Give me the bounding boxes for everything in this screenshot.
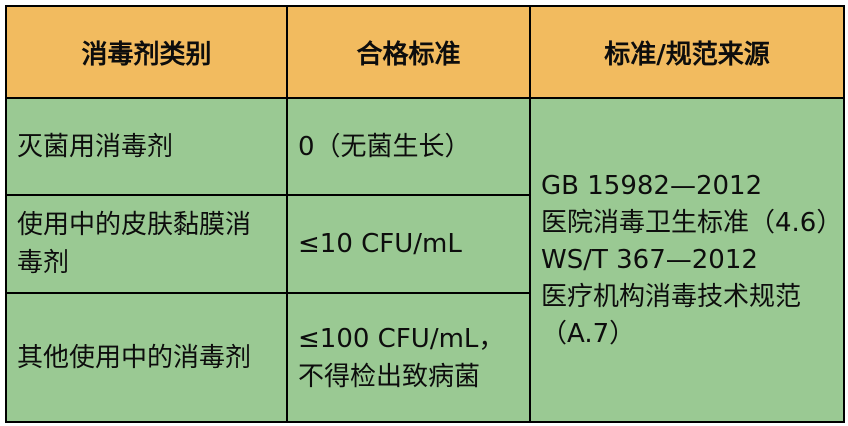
cell-standard-sterilization: 0（无菌生长） xyxy=(286,97,531,196)
cell-category-skin-mucosa: 使用中的皮肤黏膜消 毒剂 xyxy=(5,194,288,294)
cell-text: 其他使用中的消毒剂 xyxy=(17,342,252,373)
cell-text: 灭菌用消毒剂 xyxy=(17,131,174,162)
source-line: GB 15982—2012 xyxy=(541,170,763,201)
source-line: （A.7） xyxy=(541,318,636,349)
cell-standard-other-in-use: ≤100 CFU/mL， 不得检出致病菌 xyxy=(286,292,531,423)
cell-text: 毒剂 xyxy=(17,248,70,278)
cell-category-sterilization: 灭菌用消毒剂 xyxy=(5,97,288,196)
header-cell-standard: 合格标准 xyxy=(286,5,531,99)
source-line: 医疗机构消毒技术规范 xyxy=(541,281,802,312)
table-row: 使用中的皮肤黏膜消 毒剂 ≤10 CFU/mL xyxy=(5,194,844,294)
cell-text: ≤10 CFU/mL xyxy=(298,229,462,259)
disinfectant-standards-table: 消毒剂类别 合格标准 标准/规范来源 灭菌用消毒剂 0（无菌生长） GB 159… xyxy=(5,5,845,423)
cell-text: 不得检出致病菌 xyxy=(298,361,481,392)
source-line: WS/T 367—2012 xyxy=(541,244,758,275)
cell-source-merged: GB 15982—2012 医院消毒卫生标准（4.6） WS/T 367—201… xyxy=(529,97,845,423)
source-line: 医院消毒卫生标准（4.6） xyxy=(541,207,843,238)
header-cell-source: 标准/规范来源 xyxy=(529,5,845,99)
cell-category-other-in-use: 其他使用中的消毒剂 xyxy=(5,292,288,423)
table-header-row: 消毒剂类别 合格标准 标准/规范来源 xyxy=(5,5,845,99)
cell-text: ≤100 CFU/mL， xyxy=(298,323,505,354)
cell-text: 0（无菌生长） xyxy=(298,131,471,162)
table-row: 灭菌用消毒剂 0（无菌生长） GB 15982—2012 医院消毒卫生标准（4.… xyxy=(5,97,845,423)
header-cell-category: 消毒剂类别 xyxy=(5,5,288,99)
table-row: 其他使用中的消毒剂 ≤100 CFU/mL， 不得检出致病菌 xyxy=(5,292,844,423)
cell-standard-skin-mucosa: ≤10 CFU/mL xyxy=(286,194,531,294)
cell-text: 使用中的皮肤黏膜消 xyxy=(17,210,252,240)
